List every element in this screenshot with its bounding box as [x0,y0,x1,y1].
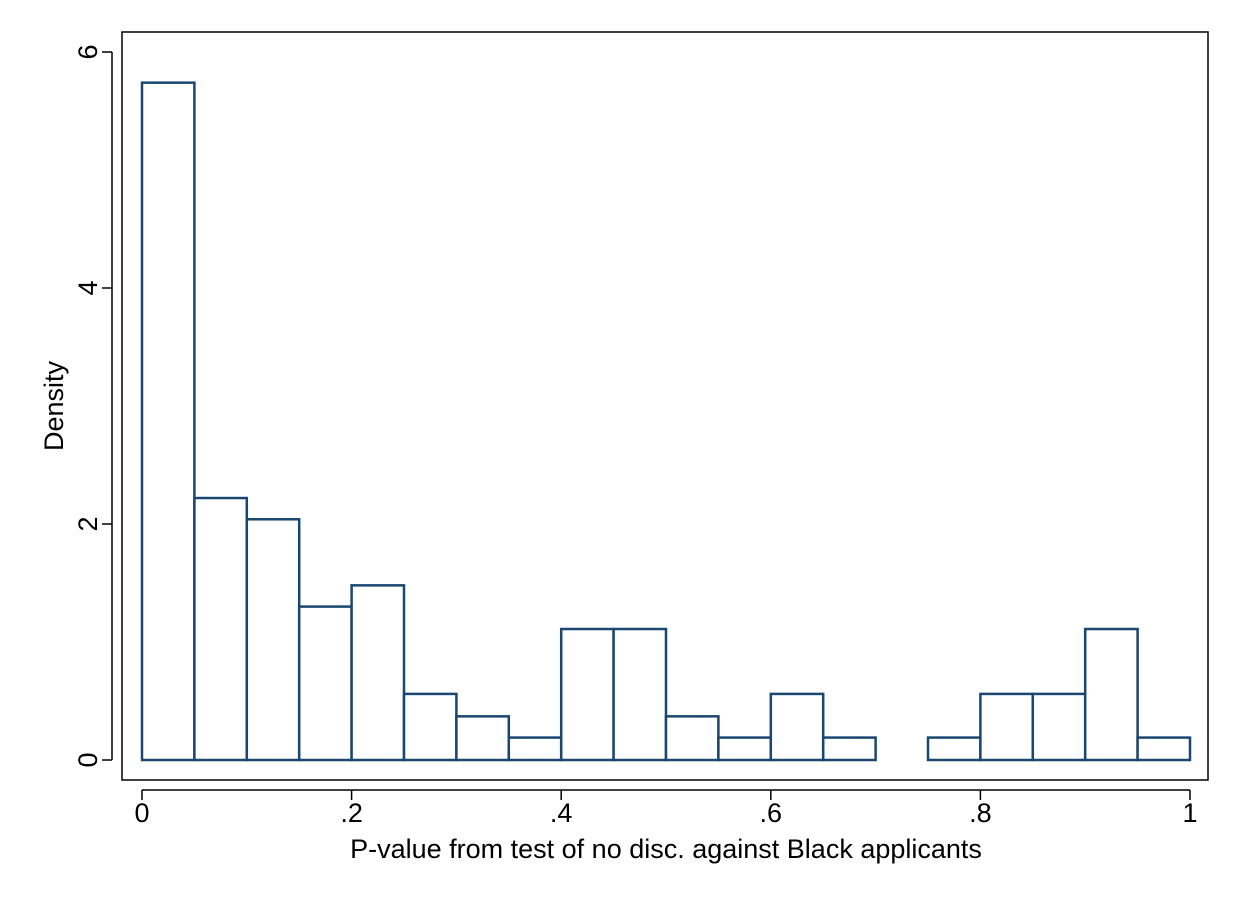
x-tick-label: .4 [550,798,573,828]
y-tick-label: 2 [73,516,103,531]
histogram-bar-1 [193,496,249,762]
y-tick-label: 4 [73,280,103,295]
histogram-bar-16 [979,692,1035,762]
x-tick-label: .8 [969,798,992,828]
histogram-bar-5 [402,692,458,762]
histogram-bar-13 [821,736,877,762]
x-tick-label: 0 [134,798,149,828]
x-axis-title: P-value from test of no disc. against Bl… [350,834,982,864]
histogram-bar-19 [1136,736,1192,762]
x-tick-label: 1 [1182,798,1197,828]
histogram-bar-17 [1031,692,1087,762]
histogram-bar-9 [612,627,668,762]
histogram-bar-15 [926,736,982,762]
histogram-bar-2 [245,518,301,762]
x-axis-ticks: 0 .2 .4 .6 .8 1 [134,790,1198,828]
histogram-bar-10 [664,715,720,762]
histogram-bar-12 [769,692,825,762]
histogram-bar-3 [297,605,353,762]
histogram-bar-8 [559,627,615,762]
y-tick-label: 6 [73,44,103,59]
x-tick-label: .6 [760,798,783,828]
y-tick-label: 0 [73,752,103,767]
y-axis-title: Density [39,360,69,451]
plot-area-frame [121,31,1209,781]
histogram-bar-7 [507,736,563,762]
histogram-bar-11 [717,736,773,762]
histogram-bar-0 [140,81,196,762]
histogram-bar-4 [350,584,406,762]
histogram-bar-18 [1083,627,1139,762]
x-tick-label: .2 [340,798,363,828]
y-axis-ticks: 0 2 4 6 [73,44,112,768]
histogram-bars [140,81,1192,762]
histogram-bar-6 [455,715,511,762]
